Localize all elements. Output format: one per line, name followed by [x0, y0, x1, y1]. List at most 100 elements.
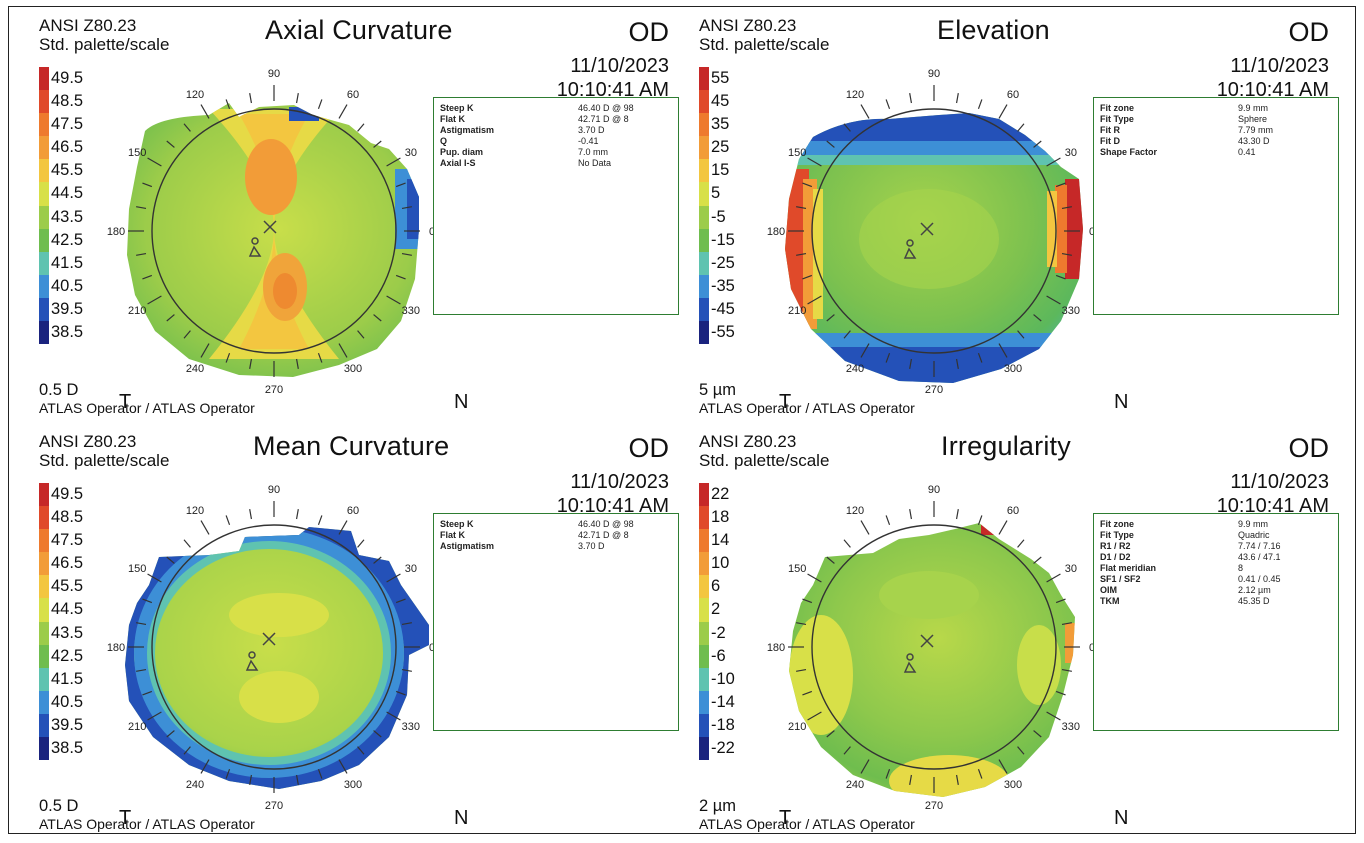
info-key: Fit zone [1100, 519, 1134, 529]
angle-tick [885, 99, 891, 110]
exam-time: 10:10:41 AM [1216, 79, 1329, 101]
scale-swatch [39, 136, 49, 160]
scale-entry: -55 [699, 321, 759, 345]
scale-value: 44.5 [51, 600, 84, 619]
angle-tick [826, 730, 835, 738]
angle-tick [843, 746, 851, 755]
scale-value: 18 [711, 508, 730, 527]
angle-tick [183, 746, 191, 755]
angle-label: 60 [1007, 89, 1019, 101]
elevation-panel: ANSI Z80.23 Std. palette/scale Elevation… [689, 15, 1349, 427]
angle-tick [395, 690, 406, 696]
topography-map[interactable]: 90 60 30 0 330 300 270 240 210 180 150 120 T N [89, 475, 469, 829]
scale-swatch [39, 575, 49, 599]
scale-swatch [39, 690, 49, 714]
scale-value: 43.5 [51, 207, 84, 226]
standard-label: ANSI Z80.23 [39, 16, 137, 35]
nasal-label: N [1114, 391, 1129, 413]
scale-swatch [39, 713, 49, 738]
scale-entry: 22 [699, 483, 759, 507]
info-value: 43.6 / 47.1 [1238, 552, 1281, 562]
scale-swatch [39, 644, 49, 668]
angle-tick [826, 140, 835, 148]
angle-tick [357, 539, 365, 548]
angle-tick [1033, 314, 1042, 322]
scale-swatch [39, 228, 49, 252]
topography-map[interactable]: 90 60 30 0 330 300 270 240 210 180 150 120 T N [749, 475, 1129, 829]
scale-entry: 43.5 [39, 205, 99, 229]
scale-entry: 49.5 [39, 67, 99, 91]
info-value: 0.41 / 0.45 [1238, 574, 1281, 584]
axial-curvature-panel: ANSI Z80.23 Std. palette/scale Axial Cur… [29, 15, 689, 427]
scale-swatch [699, 621, 709, 645]
operator-label: ATLAS Operator / ATLAS Operator [699, 816, 915, 832]
angle-tick [955, 774, 959, 785]
info-key: Fit D [1100, 136, 1120, 146]
scale-value: 45 [711, 92, 730, 111]
scale-entry: -15 [699, 228, 759, 252]
irregularity-color-map [789, 523, 1075, 797]
operator-label: ATLAS Operator / ATLAS Operator [39, 400, 255, 416]
info-row: Astigmatism 3.70 D [440, 541, 672, 552]
angle-label: 210 [128, 721, 146, 733]
angle-tick [295, 93, 299, 104]
angle-tick [401, 622, 412, 626]
angle-label: 30 [1065, 563, 1077, 575]
scale-swatch [39, 67, 49, 91]
fit-info-box: Fit zone 9.9 mm Fit Type Quadric R1 / R2 7.74… [1093, 513, 1339, 731]
topography-map[interactable]: 90 60 30 0 330 300 270 240 210 180 150 120 T N [89, 59, 469, 413]
scale-value: 10 [711, 554, 730, 573]
topography-map[interactable]: 90 60 30 0 330 300 270 240 210 180 150 120 T N [749, 59, 1129, 413]
angle-tick [1017, 539, 1025, 548]
scale-entry: 41.5 [39, 667, 99, 691]
palette-label: Std. palette/scale [39, 451, 170, 470]
angle-tick [183, 539, 191, 548]
angle-label: 150 [128, 147, 146, 159]
scale-step: 0.5 D [39, 797, 79, 815]
scale-entry: 38.5 [39, 737, 99, 761]
scale-swatch [39, 506, 49, 530]
angle-tick [357, 746, 365, 755]
angle-label: 180 [107, 226, 125, 238]
scale-swatch [39, 274, 49, 298]
angle-tick [295, 358, 299, 369]
info-row: Steep K 46.40 D @ 98 [440, 519, 672, 530]
angle-label: 270 [925, 800, 943, 812]
scale-value: 42.5 [51, 230, 84, 249]
info-key: Flat K [440, 530, 466, 540]
angle-tick [225, 99, 231, 110]
angle-tick [1061, 252, 1072, 256]
angle-tick [136, 668, 147, 672]
info-key: Fit zone [1100, 103, 1134, 113]
eye-label: OD [628, 17, 670, 47]
scale-swatch [699, 297, 709, 322]
scale-value: -2 [711, 623, 726, 642]
angle-tick [1017, 123, 1025, 132]
angle-tick [802, 274, 813, 280]
angle-tick [1061, 668, 1072, 672]
scale-entry: 45.5 [39, 159, 99, 183]
angle-tick [395, 274, 406, 280]
angle-tick [147, 295, 162, 305]
angle-tick [395, 182, 406, 188]
angle-tick [338, 343, 348, 358]
angle-tick [885, 352, 891, 363]
exam-date: 11/10/2023 [1230, 471, 1329, 493]
angle-label: 60 [1007, 505, 1019, 517]
info-row: Axial I-S No Data [440, 158, 672, 169]
angle-label: 120 [186, 505, 204, 517]
scale-value: -10 [711, 669, 735, 688]
scale-swatch [39, 737, 49, 761]
angle-tick [977, 99, 983, 110]
angle-tick [249, 774, 253, 785]
angle-tick [1046, 157, 1061, 167]
angle-tick [142, 598, 153, 604]
scale-value: 55 [711, 69, 730, 87]
angle-tick [955, 93, 959, 104]
angle-tick [1061, 206, 1072, 210]
scale-value: 47.5 [51, 531, 84, 550]
angle-tick [373, 314, 382, 322]
angle-label: 90 [928, 484, 940, 496]
scale-value: 14 [711, 531, 730, 550]
scale-value: -25 [711, 253, 735, 272]
